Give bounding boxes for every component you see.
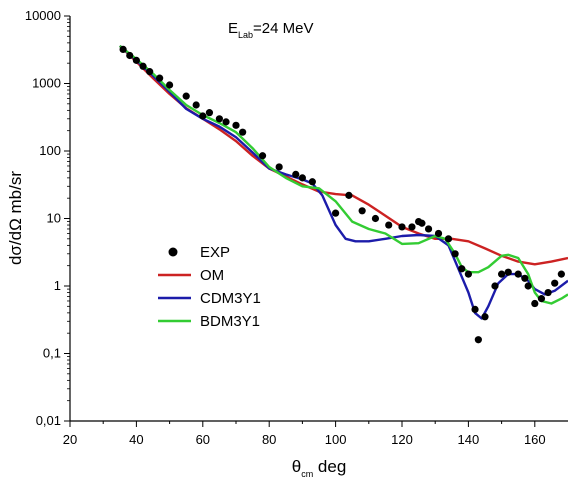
data-point-exp	[308, 178, 316, 186]
data-point-exp	[215, 115, 223, 123]
data-point-exp	[531, 299, 539, 308]
data-point-exp	[544, 288, 552, 297]
data-point-exp	[126, 51, 134, 60]
x-tick-label: 140	[458, 432, 480, 447]
x-tick-label: 100	[325, 432, 347, 447]
data-point-exp	[398, 223, 406, 231]
data-point-exp	[385, 221, 393, 229]
y-axis-title: dσ/dΩ mb/sr	[6, 171, 25, 265]
y-tick-label: 10000	[25, 8, 61, 23]
data-point-exp	[239, 128, 247, 136]
data-point-exp	[192, 101, 200, 109]
x-tick-label: 40	[129, 432, 143, 447]
data-point-exp	[514, 270, 522, 278]
legend-label-cdm3y1: CDM3Y1	[200, 290, 261, 307]
data-point-exp	[182, 92, 190, 100]
data-point-exp	[474, 336, 482, 344]
data-point-exp	[498, 270, 506, 278]
data-point-exp	[232, 121, 240, 129]
data-point-exp	[551, 279, 559, 287]
data-point-exp	[199, 112, 207, 120]
data-point-exp	[471, 305, 479, 314]
data-point-exp	[258, 152, 267, 160]
data-point-exp	[298, 174, 306, 182]
y-tick-label: 1000	[32, 76, 61, 91]
data-point-exp	[524, 282, 532, 290]
data-point-exp	[521, 274, 529, 282]
data-point-exp	[491, 282, 499, 290]
x-tick-label: 120	[391, 432, 413, 447]
y-tick-label: 0,01	[36, 413, 61, 428]
data-point-exp	[275, 163, 283, 171]
data-point-exp	[458, 265, 466, 273]
y-tick-label: 0,1	[43, 346, 61, 361]
data-point-exp	[332, 209, 340, 217]
legend-label-bdm3y1: BDM3Y1	[200, 313, 260, 330]
data-point-exp	[139, 62, 147, 70]
legend-label-om: OM	[200, 267, 224, 284]
data-point-exp	[146, 68, 154, 76]
data-point-exp	[418, 219, 426, 227]
x-tick-label: 20	[63, 432, 77, 447]
data-point-exp	[358, 207, 366, 215]
data-point-exp	[504, 268, 512, 276]
data-point-exp	[345, 191, 353, 199]
legend: EXP OM CDM3Y1 BDM3Y1	[158, 244, 261, 330]
series-line-om	[118, 45, 568, 266]
legend-marker-exp	[168, 247, 178, 257]
x-tick-label: 80	[262, 432, 276, 447]
series-line-bdm3y1	[119, 44, 568, 305]
data-point-exp	[464, 270, 472, 278]
x-axis-title: θcm deg	[292, 457, 347, 479]
y-tick-label: 10	[47, 211, 61, 226]
x-tick-label: 60	[196, 432, 210, 447]
y-tick-label: 100	[39, 143, 61, 158]
legend-label-exp: EXP	[200, 244, 230, 261]
data-point-exp	[166, 81, 174, 89]
x-tick-label: 160	[524, 432, 546, 447]
data-point-exp	[481, 313, 489, 321]
energy-annotation: ELab=24 MeV	[228, 20, 314, 40]
data-point-exp	[222, 118, 230, 126]
labels-group: θcm deg dσ/dΩ mb/sr ELab=24 MeV	[6, 20, 346, 479]
axes-group: 20 40 60 80 100 120 140 160 10000 1000 100 10 1 0,1 0,…	[25, 8, 568, 447]
data-point-exp	[557, 270, 565, 278]
data-point-exp	[119, 45, 127, 54]
data-point-exp	[424, 225, 433, 233]
y-tick-label: 1	[54, 278, 61, 293]
data-point-exp	[292, 170, 300, 179]
data-point-exp	[408, 223, 416, 231]
data-point-exp	[132, 56, 140, 64]
data-point-exp	[156, 74, 164, 82]
data-point-exp	[444, 235, 453, 243]
data-point-exp	[371, 214, 380, 223]
data-point-exp	[537, 295, 546, 303]
series-group	[118, 44, 568, 344]
data-point-exp	[205, 109, 214, 117]
data-point-exp	[451, 250, 459, 258]
data-point-exp	[434, 229, 443, 238]
